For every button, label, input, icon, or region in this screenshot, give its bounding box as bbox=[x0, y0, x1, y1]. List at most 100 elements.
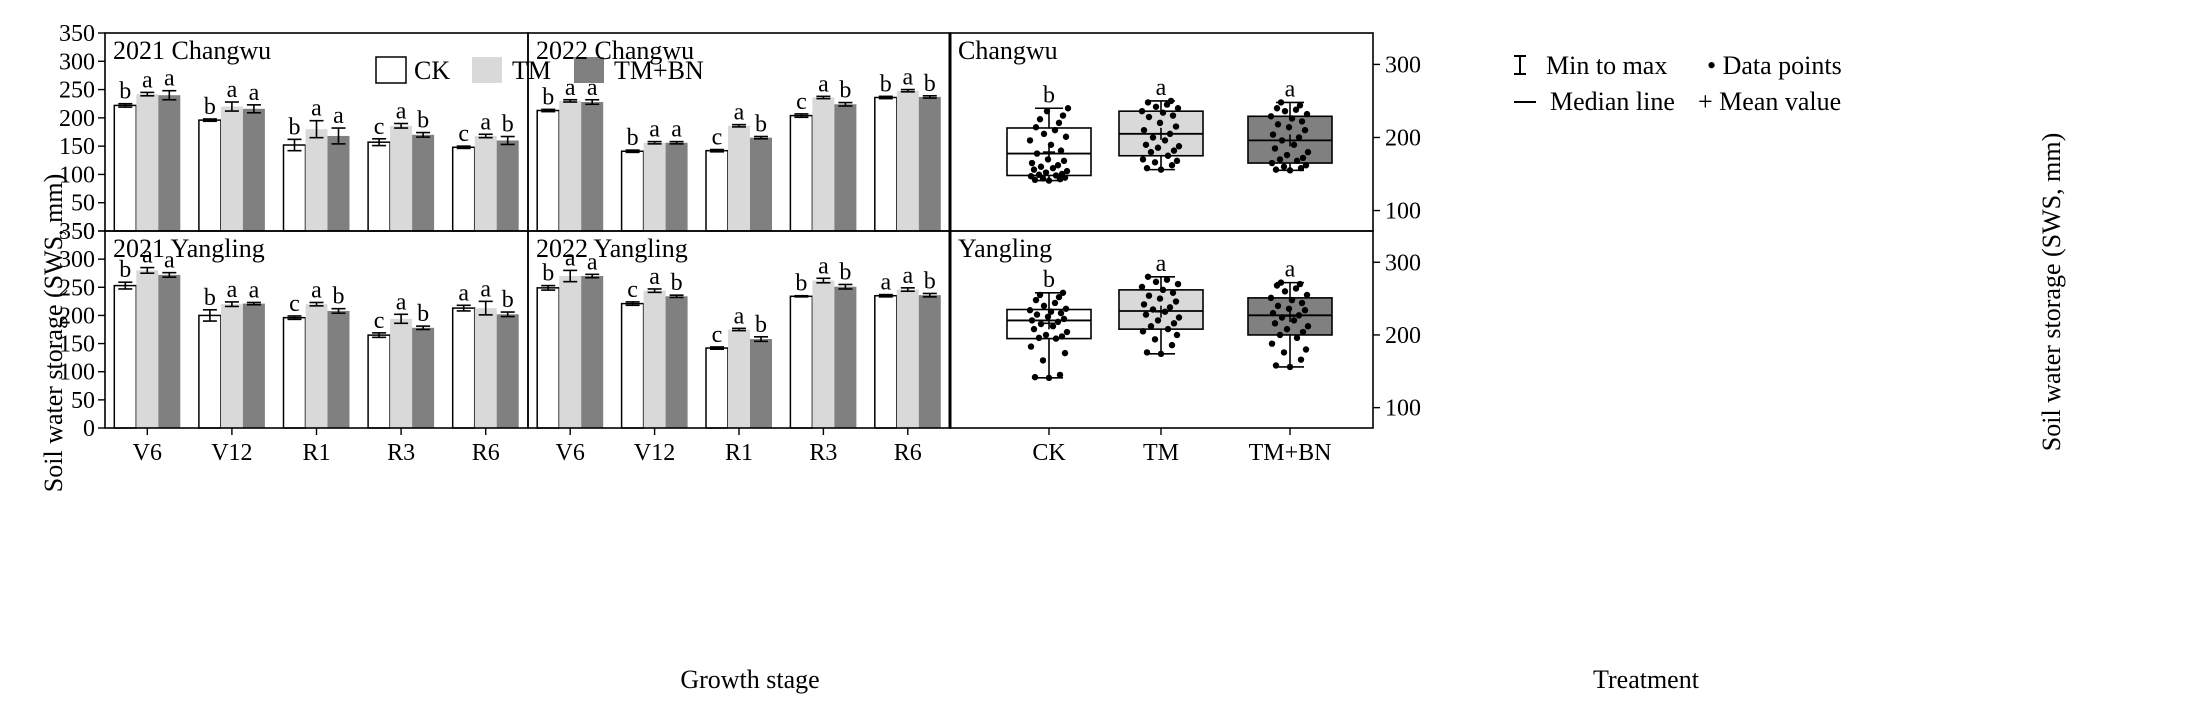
data-point bbox=[1269, 131, 1277, 138]
significance-label: a bbox=[164, 248, 175, 274]
bar-ck-r1 bbox=[282, 144, 307, 232]
legend-swatch-tmbn bbox=[574, 57, 604, 83]
data-point bbox=[1271, 320, 1279, 327]
data-point bbox=[1170, 147, 1178, 154]
data-point bbox=[1145, 113, 1153, 121]
data-point bbox=[1164, 152, 1172, 159]
data-point bbox=[1156, 119, 1164, 127]
data-point bbox=[1167, 97, 1175, 105]
significance-label: a bbox=[818, 253, 829, 279]
bar-ck-v6 bbox=[536, 287, 560, 429]
data-point bbox=[1037, 320, 1045, 328]
significance-label: a bbox=[1156, 251, 1167, 277]
right-y-axis-label: Soil water storage (SWS, mm) bbox=[2037, 133, 2066, 451]
data-point bbox=[1027, 343, 1035, 350]
data-point bbox=[1175, 143, 1183, 150]
data-point bbox=[1062, 305, 1070, 312]
bar-tmbn-v6 bbox=[581, 102, 604, 231]
data-point bbox=[1047, 308, 1055, 315]
data-point bbox=[1301, 126, 1309, 134]
significance-label: c bbox=[627, 277, 638, 303]
bar-tmbn-v12 bbox=[242, 108, 265, 231]
data-point bbox=[1143, 164, 1151, 172]
significance-label: a bbox=[480, 109, 491, 135]
data-point bbox=[1304, 323, 1312, 330]
data-point bbox=[1149, 134, 1157, 141]
bar-tmbn-v6 bbox=[581, 276, 604, 428]
significance-label: a bbox=[880, 270, 891, 296]
data-point bbox=[1142, 311, 1150, 318]
data-point bbox=[1157, 166, 1165, 173]
data-point bbox=[1302, 162, 1310, 169]
bar-ck-r1 bbox=[705, 347, 729, 429]
data-point bbox=[1049, 323, 1057, 330]
legend-label-ck: CK bbox=[414, 56, 450, 85]
data-point bbox=[1166, 130, 1174, 138]
data-point bbox=[1139, 328, 1147, 335]
bar-tmbn-r1 bbox=[327, 310, 350, 428]
significance-label: a bbox=[649, 264, 660, 290]
data-point bbox=[1031, 373, 1039, 381]
box-panel-1: b CK a TM a TM+BN 100 200 300 Yangling bbox=[949, 230, 1421, 466]
data-point bbox=[1045, 177, 1053, 184]
data-point bbox=[1149, 306, 1157, 313]
data-point bbox=[1292, 106, 1300, 113]
significance-label: c bbox=[712, 322, 723, 348]
bar-tm-v6 bbox=[136, 270, 159, 428]
bar-tmbn-r3 bbox=[834, 104, 857, 231]
data-point bbox=[1292, 285, 1300, 292]
data-point bbox=[1054, 318, 1062, 326]
significance-label: b bbox=[289, 114, 301, 140]
box-legend: Min to max • Data points Median line + M… bbox=[1514, 51, 1842, 116]
data-point bbox=[1142, 141, 1150, 148]
bar-tm-v12 bbox=[220, 304, 243, 428]
data-point bbox=[1138, 107, 1146, 115]
data-point bbox=[1040, 130, 1048, 138]
significance-label: a bbox=[311, 277, 322, 303]
bar-ck-v12 bbox=[620, 150, 645, 232]
bar-ck-r1 bbox=[282, 316, 307, 429]
bar-ck-v6 bbox=[113, 104, 138, 232]
data-point bbox=[1035, 171, 1043, 178]
bar-tm-r6 bbox=[474, 308, 497, 428]
bar-tmbn-v6 bbox=[158, 274, 181, 428]
data-point bbox=[1293, 157, 1301, 165]
significance-label: a bbox=[734, 303, 745, 329]
bar-tm-v12 bbox=[643, 290, 666, 428]
x-tick-label: TM+BN bbox=[1249, 440, 1332, 466]
data-point bbox=[1169, 112, 1177, 119]
significance-label: a bbox=[1156, 75, 1167, 101]
data-point bbox=[1296, 280, 1304, 288]
bar-tm-v6 bbox=[559, 276, 582, 428]
bar-tmbn-v12 bbox=[665, 142, 688, 231]
bar-ck-r1 bbox=[705, 149, 729, 232]
data-point bbox=[1274, 302, 1282, 310]
x-tick-label: CK bbox=[1032, 440, 1066, 466]
data-point bbox=[1035, 334, 1043, 342]
bar-tmbn-r6 bbox=[918, 96, 941, 231]
significance-label: b bbox=[417, 108, 429, 134]
significance-label: a bbox=[227, 277, 238, 303]
box-panel-0: b a a 100 200 300 Changwu bbox=[949, 32, 1421, 232]
bar-tmbn-v12 bbox=[242, 303, 265, 428]
data-point bbox=[1293, 334, 1301, 342]
data-point bbox=[1138, 283, 1146, 291]
significance-label: a bbox=[565, 75, 576, 101]
data-point bbox=[1051, 126, 1059, 134]
x-tick-label: TM bbox=[1143, 440, 1179, 466]
significance-label: b bbox=[542, 261, 554, 287]
data-point bbox=[1045, 374, 1053, 382]
y-tick-label: 350 bbox=[59, 219, 95, 245]
y-tick-label: 0 bbox=[83, 416, 95, 442]
significance-label: a bbox=[818, 71, 829, 97]
y-tick-label: 300 bbox=[59, 49, 95, 75]
data-point bbox=[1268, 159, 1276, 167]
significance-label: b bbox=[880, 71, 892, 97]
legend-minmax: Min to max bbox=[1546, 51, 1667, 80]
data-point bbox=[1062, 133, 1070, 140]
significance-label: a bbox=[396, 289, 407, 315]
x-tick-label: R1 bbox=[302, 440, 330, 466]
y-tick-label: 150 bbox=[59, 332, 95, 358]
data-point bbox=[1276, 156, 1284, 163]
